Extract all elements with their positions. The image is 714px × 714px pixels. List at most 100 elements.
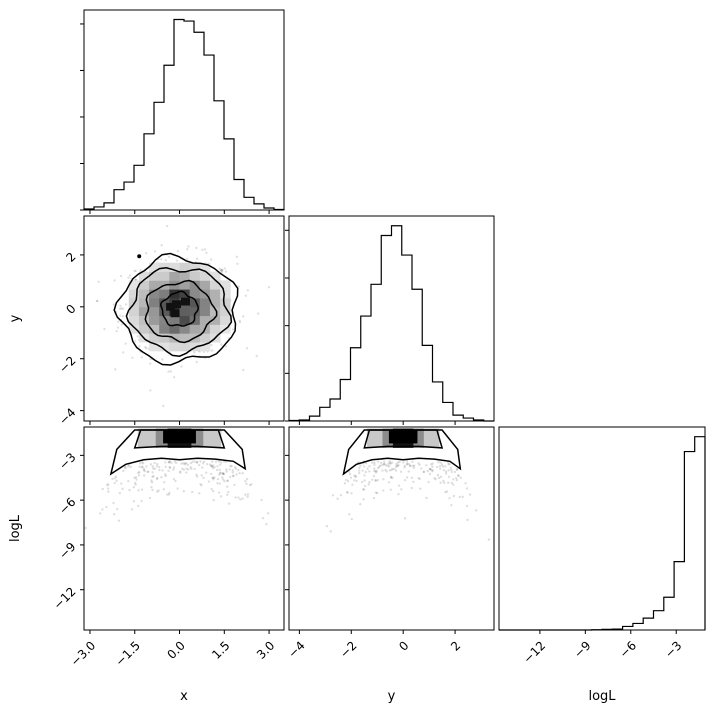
sample-point [395,462,398,466]
sample-point [444,470,448,473]
sample-point [164,461,167,464]
sample-point [218,468,221,472]
sample-point [195,475,199,478]
sample-point [160,258,163,261]
sample-point [394,465,398,469]
sample-point [142,474,146,477]
density-cell [179,262,191,272]
sample-point [399,470,403,474]
sample-point [134,269,137,272]
sample-point [121,487,124,491]
density-cell [199,262,211,272]
sample-point [455,478,459,482]
sample-point [218,473,221,476]
tick-layer [80,23,677,634]
sample-point [451,483,455,486]
panel-frame [83,9,285,211]
sample-point [417,477,420,480]
sample-point [121,315,125,318]
sample-point [124,467,127,470]
sample-point [176,487,179,490]
sample-point [255,354,258,358]
sample-point [180,462,183,465]
sample-point [447,481,450,484]
sample-point [405,463,409,466]
sample-point [140,499,143,503]
sample-point [387,481,391,484]
sample-point [447,469,450,472]
sample-point [225,468,228,471]
sample-point [201,462,205,465]
sample-point [182,490,186,493]
sample-point [131,356,134,360]
sample-point [132,500,136,503]
sample-point [165,224,169,228]
y-axis-label-y: y [8,314,23,322]
sample-point [198,492,201,495]
sample-point [124,303,128,306]
sample-point [237,468,240,472]
sample-point [447,463,450,466]
sample-point [195,461,199,464]
sample-point [431,462,434,465]
sample-point [185,462,188,465]
sample-point [96,299,99,303]
sample-point [353,474,356,477]
sample-point [139,269,142,272]
sample-point [389,462,392,465]
sample-point [212,464,215,467]
sample-point [444,490,447,494]
sample-point [465,504,469,508]
sample-point [157,489,160,492]
sample-point [364,461,368,465]
sample-point [222,472,225,475]
sample-point [241,497,244,500]
sample-point [168,491,171,495]
sample-point [174,461,178,465]
sample-point [200,474,203,477]
sample-point [84,526,87,530]
sample-point [245,347,249,350]
sample-point [390,468,393,472]
sample-point [227,490,230,494]
sample-point [230,464,233,468]
sample-point [406,462,409,466]
sample-point [98,512,102,515]
sample-point [224,270,228,273]
y-tick-label: −2 [56,353,78,375]
sample-point [201,466,204,469]
sample-point [175,259,179,262]
sample-point [153,250,157,253]
sample-point [265,523,268,526]
sample-point [237,285,240,288]
sample-point [405,460,409,463]
sample-point [221,472,224,475]
sample-point [362,488,366,491]
y-axis-label-logL: logL [8,514,23,542]
sample-point [371,478,374,482]
sample-point [450,503,453,507]
sample-point [394,469,398,472]
sample-point [261,516,265,520]
sample-point [447,461,450,464]
contour-x-vs-y [159,290,199,327]
sample-point [376,478,380,482]
density-cell [155,428,168,448]
density-cell [189,342,201,352]
density-cell [179,324,191,334]
sample-point [430,463,433,466]
sample-point [156,490,159,493]
sample-point [140,488,144,491]
density-cell [159,333,170,343]
density-cell [169,324,180,334]
sample-point [186,468,190,471]
sample-point [162,488,166,491]
sample-point [222,478,225,481]
sample-point [458,495,462,499]
sample-point [115,479,118,482]
sample-point [205,251,208,254]
sample-point [345,478,348,482]
sample-point [325,524,329,528]
sample-point [167,493,171,496]
sample-point [246,289,250,292]
